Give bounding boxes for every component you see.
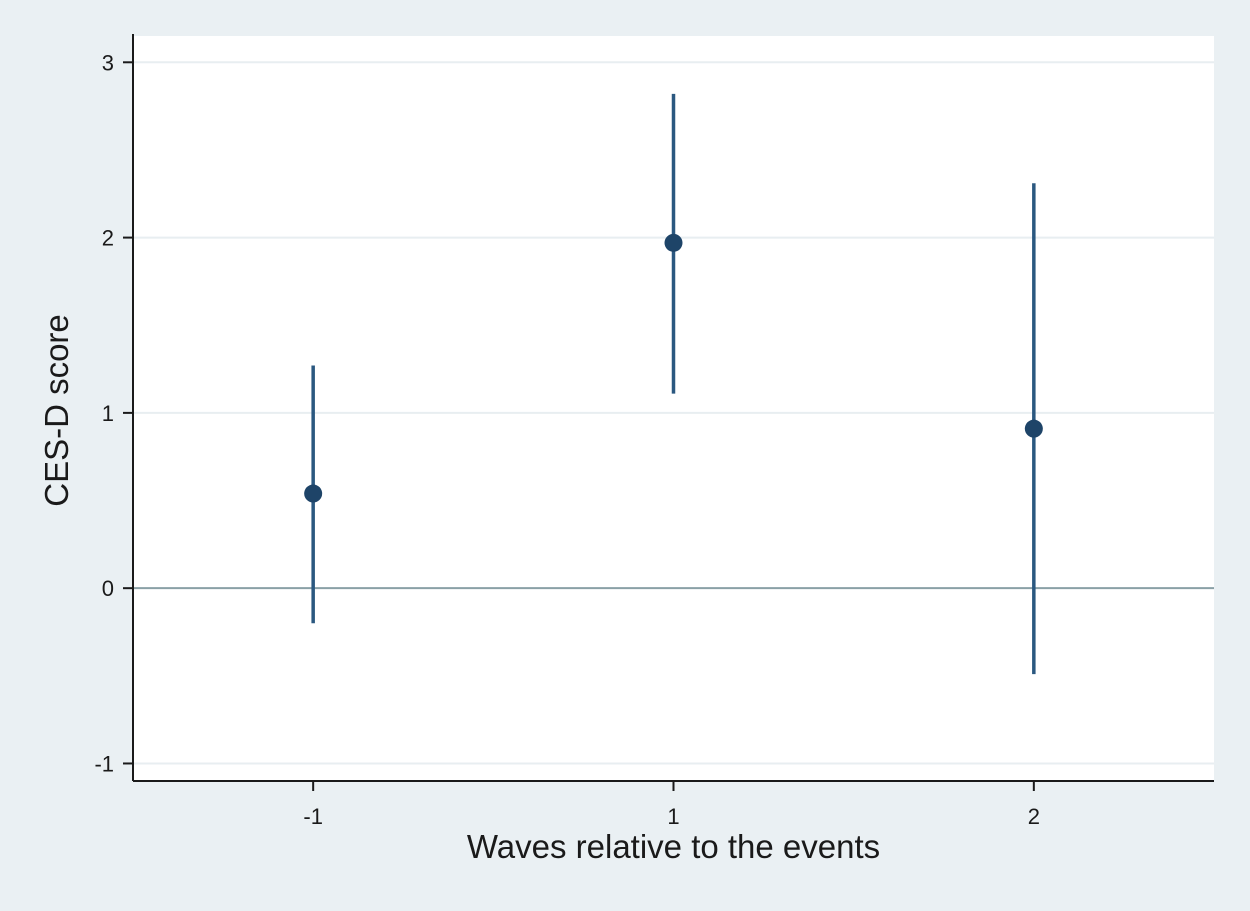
data-point [1024,419,1043,438]
y-tick-label: 1 [102,401,114,426]
x-axis: -1 1 2 [133,780,1214,829]
data-point [664,233,683,252]
data-marks [304,93,1043,675]
x-axis-title: Waves relative to the events [467,828,880,865]
data-point [304,484,323,503]
y-tick-label: 3 [102,50,114,75]
y-tick-label: 2 [102,226,114,251]
x-tick-label: 1 [667,804,679,829]
y-axis-title: CES-D score [38,314,75,507]
x-tick-label: 2 [1028,804,1040,829]
y-axis: -1 0 1 2 3 [94,34,134,781]
y-tick-label: 0 [102,576,114,601]
x-tick-label: -1 [303,804,323,829]
y-tick-label: -1 [94,751,114,776]
